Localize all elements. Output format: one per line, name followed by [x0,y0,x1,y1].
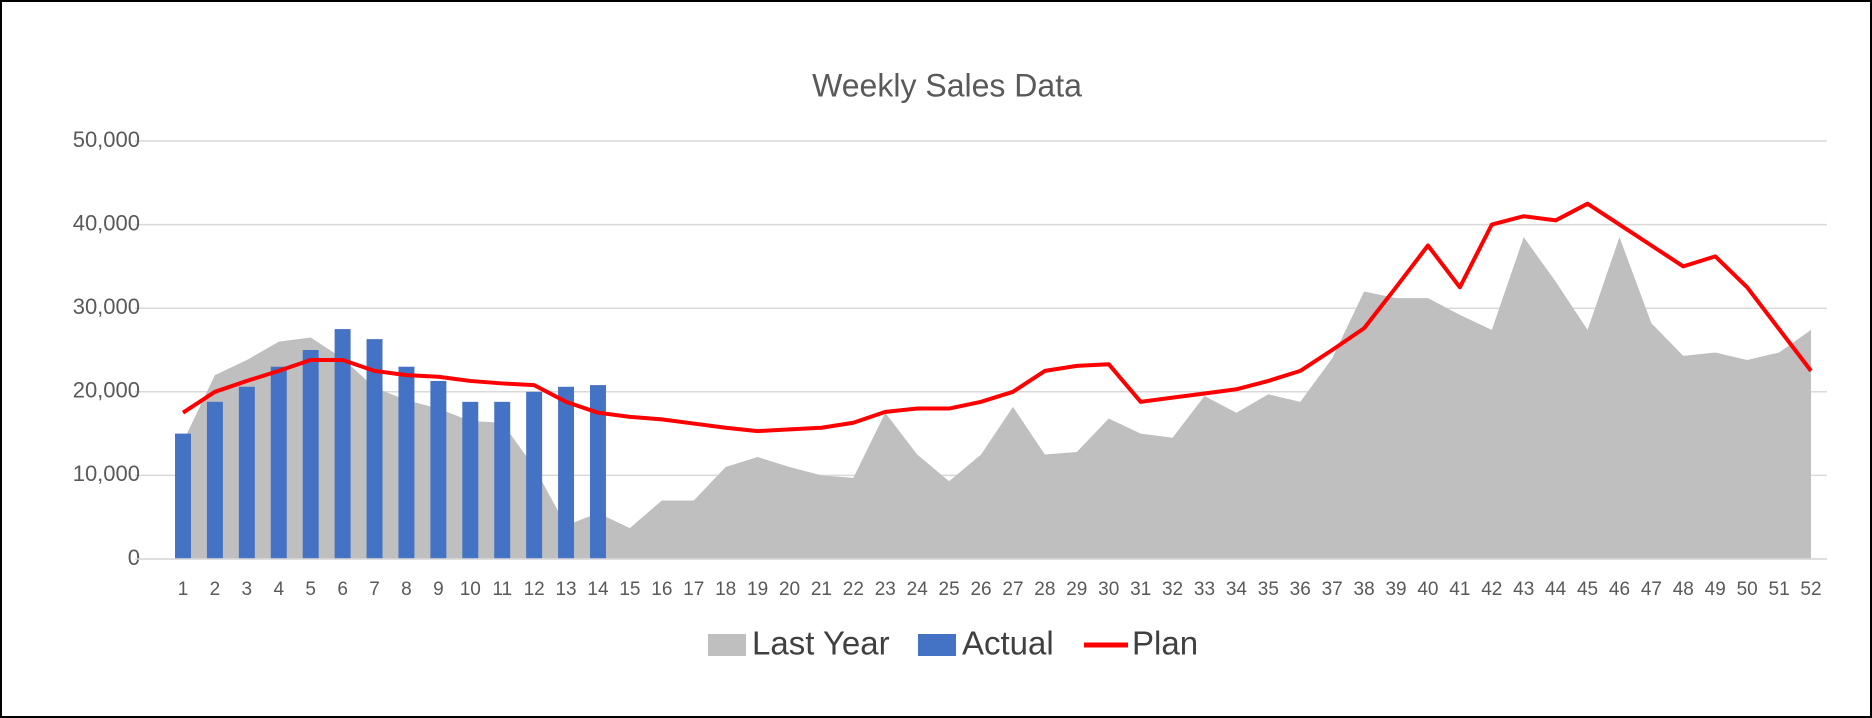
x-tick-label: 1 [178,579,189,600]
chart-title: Weekly Sales Data [812,67,1082,103]
x-tick-label: 52 [1800,579,1821,600]
x-tick-label: 27 [1002,579,1023,600]
x-tick-label: 50 [1737,579,1758,600]
x-tick-label: 46 [1609,579,1630,600]
x-tick-label: 16 [651,579,672,600]
bar [334,329,351,559]
bar [462,401,479,559]
x-tick-label: 6 [337,579,348,600]
x-tick-label: 20 [779,579,800,600]
legend-swatch [918,634,956,656]
x-tick-label: 41 [1449,579,1470,600]
bar [494,401,511,559]
x-tick-label: 49 [1705,579,1726,600]
x-tick-label: 35 [1258,579,1279,600]
y-tick-label: 10,000 [73,461,140,486]
legend-swatch [708,634,746,656]
x-tick-label: 32 [1162,579,1183,600]
x-tick-label: 21 [811,579,832,600]
x-tick-label: 7 [369,579,380,600]
x-tick-label: 33 [1194,579,1215,600]
x-tick-label: 2 [210,579,221,600]
x-tick-label: 51 [1769,579,1790,600]
bar [238,386,255,559]
x-tick-label: 15 [619,579,640,600]
legend-label: Actual [962,625,1054,662]
x-tick-label: 44 [1545,579,1567,600]
x-tick-label: 23 [875,579,896,600]
x-tick-label: 28 [1034,579,1055,600]
x-tick-label: 45 [1577,579,1598,600]
x-tick-label: 11 [492,579,512,600]
bar [526,391,543,559]
x-tick-label: 36 [1290,579,1311,600]
x-tick-label: 29 [1066,579,1087,600]
x-tick-label: 38 [1354,579,1375,600]
y-tick-label: 40,000 [73,210,140,235]
y-tick-label: 0 [128,545,140,570]
x-tick-label: 3 [242,579,253,600]
x-tick-label: 39 [1385,579,1406,600]
x-tick-label: 5 [305,579,316,600]
x-tick-label: 14 [587,579,609,600]
area [183,237,1811,559]
x-tick-label: 37 [1322,579,1343,600]
x-tick-label: 25 [939,579,960,600]
legend-label: Plan [1132,625,1198,662]
bar [206,401,223,559]
y-tick-label: 20,000 [73,378,140,403]
x-tick-label: 9 [433,579,444,600]
bar [558,386,575,559]
bar [366,339,383,559]
x-tick-label: 48 [1673,579,1694,600]
bar [270,366,287,559]
bar [302,350,319,559]
x-tick-label: 24 [907,579,929,600]
x-tick-label: 4 [273,579,284,600]
bar [175,433,191,559]
legend-label: Last Year [752,625,890,662]
x-tick-label: 10 [460,579,481,600]
y-tick-label: 50,000 [73,127,140,152]
bar [430,380,447,559]
x-tick-label: 19 [747,579,768,600]
y-tick-label: 30,000 [73,294,140,319]
x-tick-label: 47 [1641,579,1662,600]
x-tick-label: 12 [524,579,545,600]
bar [398,366,415,559]
x-tick-label: 42 [1481,579,1502,600]
x-tick-label: 8 [401,579,412,600]
x-tick-label: 13 [555,579,576,600]
x-tick-label: 26 [970,579,991,600]
x-tick-label: 43 [1513,579,1534,600]
x-tick-label: 31 [1130,579,1151,600]
x-tick-label: 40 [1417,579,1438,600]
line [181,201,1813,434]
x-tick-label: 17 [683,579,704,600]
x-tick-label: 30 [1098,579,1119,600]
x-tick-label: 22 [843,579,864,600]
x-tick-label: 18 [715,579,736,600]
x-tick-label: 34 [1226,579,1248,600]
bar [590,385,606,559]
